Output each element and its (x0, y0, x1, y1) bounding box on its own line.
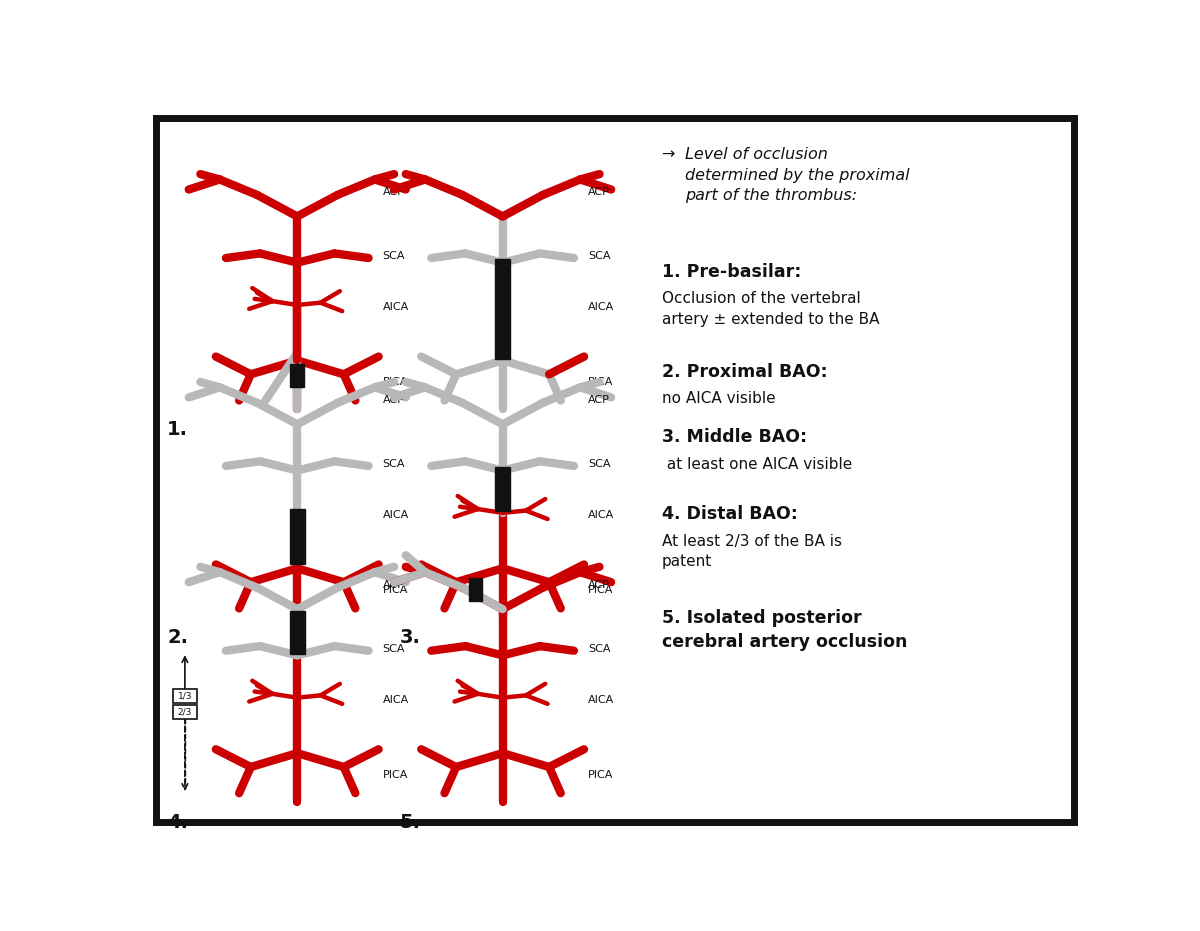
Text: SCA: SCA (588, 644, 611, 654)
Text: 4. Distal BAO:: 4. Distal BAO: (661, 506, 797, 523)
Text: ACP: ACP (588, 395, 610, 405)
FancyBboxPatch shape (173, 705, 197, 719)
Text: PICA: PICA (588, 770, 613, 779)
Text: 5.: 5. (400, 813, 420, 832)
Text: SCA: SCA (383, 644, 406, 654)
Text: →: → (661, 147, 680, 162)
Text: 5. Isolated posterior
cerebral artery occlusion: 5. Isolated posterior cerebral artery oc… (661, 609, 907, 652)
Text: ACP: ACP (383, 395, 404, 405)
Text: AICA: AICA (588, 303, 614, 312)
Text: at least one AICA visible: at least one AICA visible (661, 457, 852, 472)
Text: 1/3: 1/3 (178, 691, 192, 700)
FancyBboxPatch shape (468, 578, 482, 601)
Text: PICA: PICA (383, 770, 408, 779)
Text: ACP: ACP (588, 579, 610, 589)
FancyBboxPatch shape (289, 611, 305, 654)
Text: SCA: SCA (383, 251, 406, 262)
Text: 2/3: 2/3 (178, 708, 192, 716)
Text: 3. Middle BAO:: 3. Middle BAO: (661, 428, 806, 446)
Text: AICA: AICA (383, 510, 409, 520)
Text: PICA: PICA (588, 585, 613, 595)
Text: 4.: 4. (167, 813, 188, 832)
Text: ACP: ACP (588, 187, 610, 196)
Text: AICA: AICA (588, 510, 614, 520)
Text: ACP: ACP (383, 187, 404, 196)
FancyBboxPatch shape (494, 259, 510, 358)
Text: PICA: PICA (383, 585, 408, 595)
Text: AICA: AICA (383, 303, 409, 312)
Text: AICA: AICA (588, 695, 614, 705)
Text: At least 2/3 of the BA is
patent: At least 2/3 of the BA is patent (661, 533, 841, 569)
FancyBboxPatch shape (290, 364, 305, 387)
Text: Occlusion of the vertebral
artery ± extended to the BA: Occlusion of the vertebral artery ± exte… (661, 291, 878, 327)
Text: SCA: SCA (588, 459, 611, 469)
Text: ACP: ACP (383, 579, 404, 589)
Text: 2. Proximal BAO:: 2. Proximal BAO: (661, 363, 827, 381)
Text: AICA: AICA (383, 695, 409, 705)
Text: SCA: SCA (588, 251, 611, 262)
Text: no AICA visible: no AICA visible (661, 391, 775, 406)
FancyBboxPatch shape (289, 509, 305, 564)
FancyBboxPatch shape (173, 689, 197, 703)
Text: PICA: PICA (588, 377, 613, 387)
Text: PICA: PICA (383, 377, 408, 387)
Text: 1.: 1. (167, 421, 188, 439)
Text: Level of occlusion
determined by the proximal
part of the thrombus:: Level of occlusion determined by the pro… (685, 147, 910, 203)
Text: 1. Pre-basilar:: 1. Pre-basilar: (661, 263, 800, 280)
Text: SCA: SCA (383, 459, 406, 469)
Text: 2.: 2. (167, 628, 188, 647)
FancyBboxPatch shape (494, 466, 510, 511)
Text: 3.: 3. (400, 628, 420, 647)
